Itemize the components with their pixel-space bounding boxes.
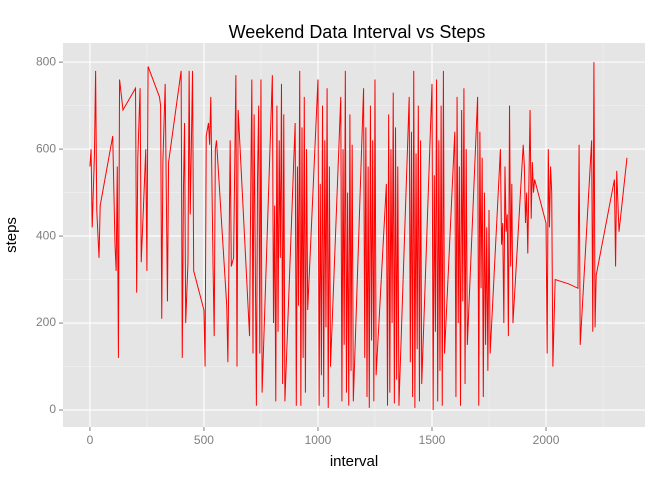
y-tick-label: 200: [36, 315, 56, 329]
y-axis-title: steps: [3, 217, 20, 253]
y-tick-label: 600: [36, 141, 56, 155]
x-tick-label: 1500: [419, 433, 446, 447]
x-tick-label: 2000: [533, 433, 560, 447]
x-tick-label: 1000: [305, 433, 332, 447]
y-tick-label: 800: [36, 54, 56, 68]
y-tick-label: 0: [49, 402, 56, 416]
x-axis-title: interval: [330, 453, 378, 470]
data-line: [89, 62, 628, 411]
y-tick-label: 400: [36, 228, 56, 242]
x-tick-label: 500: [194, 433, 214, 447]
chart-title: Weekend Data Interval vs Steps: [229, 22, 486, 42]
x-tick-label: 0: [87, 433, 94, 447]
